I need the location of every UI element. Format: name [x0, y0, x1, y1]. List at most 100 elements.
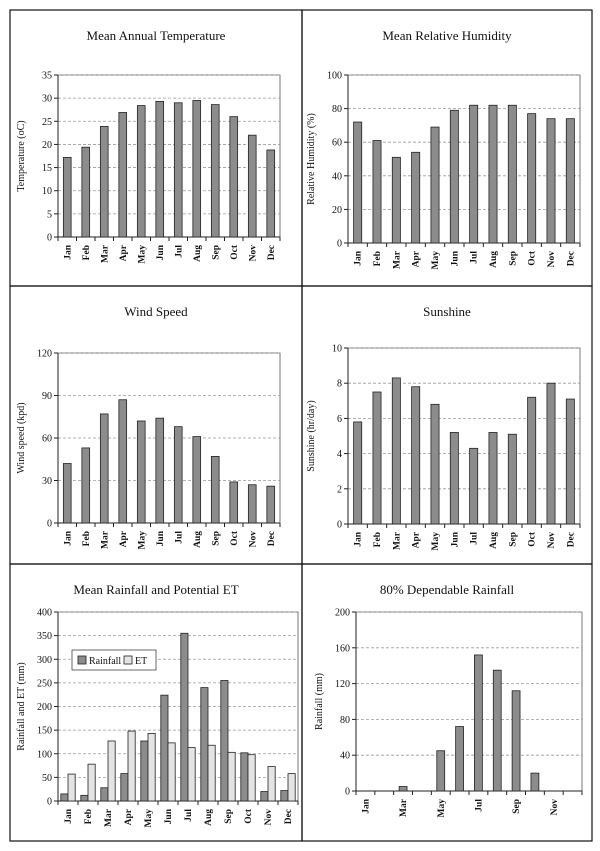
bar-nov	[546, 118, 556, 244]
y-tick-label: 4	[337, 449, 342, 460]
x-tick-label: May	[431, 532, 441, 551]
y-tick-label: 120	[335, 679, 350, 690]
bar-feb	[372, 140, 382, 244]
chart-title: Mean Annual Temperature	[87, 28, 226, 43]
bar-feb	[372, 391, 382, 525]
y-tick-label: 15	[42, 163, 52, 174]
bar-et-may	[147, 733, 156, 802]
x-tick-label: May	[144, 809, 154, 828]
bar-jun	[449, 109, 459, 244]
chart-title: Sunshine	[423, 304, 471, 319]
y-tick-label: 100	[327, 71, 342, 82]
bar-nov	[247, 484, 257, 524]
x-tick-label: Nov	[264, 809, 274, 826]
x-tick-label: Aug	[193, 531, 203, 548]
x-tick-label: Feb	[82, 531, 92, 546]
bar-nov	[247, 134, 257, 238]
bar-et-oct	[247, 754, 256, 802]
x-tick-label: May	[431, 251, 441, 270]
y-tick-label: 0	[337, 239, 342, 250]
bar-jun	[455, 726, 464, 792]
x-tick-label: Jan	[354, 250, 364, 266]
x-tick-label: Sep	[211, 245, 221, 260]
x-tick-label: Jul	[470, 251, 480, 264]
bar-may	[136, 420, 146, 524]
bar-apr	[118, 399, 128, 524]
y-tick-label: 350	[37, 631, 52, 642]
x-tick-label: Dec	[566, 251, 576, 266]
bar-sep	[210, 456, 220, 524]
bar-rainfall-mar	[100, 787, 109, 802]
y-axis-label: Rainfall and ET (mm)	[16, 662, 27, 750]
bar-rainfall-oct	[240, 752, 249, 802]
x-tick-label: Sep	[508, 532, 518, 547]
bar-rainfall-jun	[160, 694, 169, 802]
y-tick-label: 400	[37, 608, 52, 619]
bar-rainfall-nov	[260, 791, 269, 802]
panel-border	[301, 563, 593, 842]
x-tick-label: Oct	[528, 250, 538, 266]
legend-label-et: ET	[135, 656, 147, 667]
x-tick-label: Mar	[100, 530, 110, 549]
bar-et-apr	[127, 730, 136, 802]
chart-panel-5: Mean Rainfall and Potential ET 0 50 100 150 2…	[9, 563, 303, 842]
y-tick-label: 50	[42, 773, 52, 784]
chart-panel-3: Wind Speed 0 30 60 90 120 Wind speed (kpd) Jan F…	[9, 285, 303, 565]
bar-et-aug	[207, 744, 216, 802]
y-tick-label: 30	[42, 94, 52, 105]
x-tick-label: Mar	[392, 531, 402, 550]
plot-area	[347, 74, 581, 244]
y-tick-label: 35	[42, 71, 52, 82]
y-tick-label: 150	[37, 726, 52, 737]
x-tick-label: Jan	[64, 808, 74, 824]
x-tick-label: Sep	[512, 799, 522, 814]
bar-apr	[411, 386, 421, 525]
bar-dec	[266, 149, 276, 238]
bar-jul	[173, 102, 183, 238]
x-tick-label: Oct	[230, 530, 240, 546]
bar-jul	[173, 426, 183, 524]
bar-jun	[155, 100, 165, 238]
bar-mar	[398, 786, 408, 792]
y-tick-label: 40	[340, 751, 350, 762]
x-tick-label: Jul	[470, 532, 480, 545]
chart-title: 80% Dependable Rainfall	[380, 582, 515, 597]
bar-rainfall-sep	[220, 680, 229, 802]
y-tick-label: 80	[340, 715, 350, 726]
x-tick-label: Nov	[248, 245, 258, 262]
x-tick-label: Nov	[248, 531, 258, 548]
x-tick-label: Nov	[547, 251, 557, 268]
x-tick-label: Jul	[474, 799, 484, 812]
bar-apr	[118, 112, 128, 238]
x-tick-label: Jun	[156, 244, 166, 260]
y-tick-label: 90	[42, 391, 52, 402]
x-tick-label: Apr	[119, 530, 129, 547]
x-tick-label: Aug	[193, 245, 203, 262]
y-axis-label: Wind speed (kpd)	[16, 402, 27, 473]
legend-label-rainfall: Rainfall	[89, 656, 121, 667]
bar-et-dec	[287, 773, 296, 802]
bar-rainfall-dec	[280, 790, 289, 802]
bar-jan	[353, 121, 363, 244]
bar-oct	[527, 396, 537, 525]
chart-title: Mean Rainfall and Potential ET	[73, 582, 238, 597]
bar-et-sep	[227, 751, 236, 802]
x-tick-label: May	[137, 531, 147, 550]
bar-oct	[527, 113, 537, 244]
y-tick-label: 60	[332, 138, 342, 149]
bar-sep	[210, 104, 220, 238]
x-tick-label: Jan	[63, 530, 73, 546]
bar-et-jan	[67, 773, 76, 802]
y-tick-label: 2	[337, 484, 342, 495]
bar-rainfall-aug	[200, 687, 209, 802]
x-tick-label: Feb	[84, 809, 94, 824]
x-tick-label: Aug	[204, 809, 214, 826]
x-tick-label: Aug	[489, 532, 499, 549]
bar-dec	[266, 485, 276, 524]
legend-swatch-et	[123, 655, 133, 665]
x-tick-label: Apr	[412, 250, 422, 267]
bar-rainfall-may	[140, 740, 149, 802]
y-tick-label: 40	[332, 171, 342, 182]
